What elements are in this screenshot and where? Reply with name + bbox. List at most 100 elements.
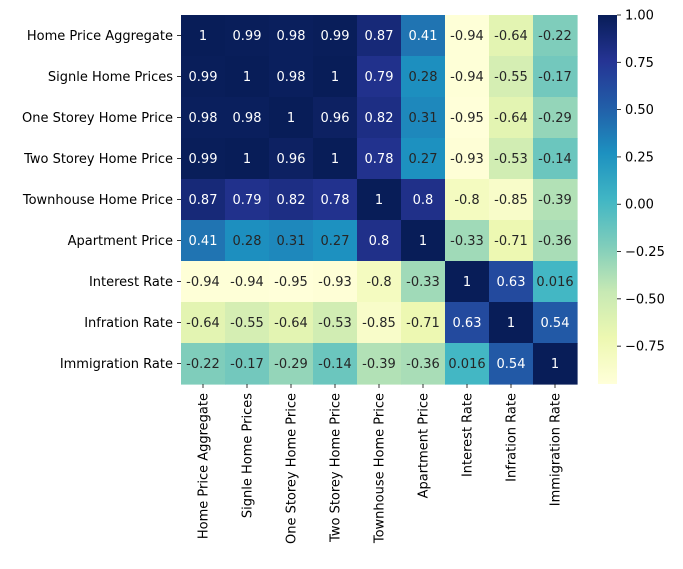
heatmap-cell [181,97,226,139]
cell-annotation: 0.54 [541,316,570,331]
heatmap-cell [181,220,226,262]
heatmap-cell [225,97,270,139]
cell-annotation: 0.98 [233,111,262,126]
heatmap-cell [357,261,402,303]
heatmap-cell [269,138,314,180]
heatmap-cell [181,15,226,57]
cell-annotation: 1 [419,234,427,249]
heatmap-cell [269,261,314,303]
colorbar-tick-label: −0.50 [625,292,665,307]
cell-annotation: -0.29 [538,111,572,126]
heatmap-cell [269,302,314,344]
heatmap-cell [489,343,534,385]
cell-annotation: 0.27 [409,152,438,167]
heatmap-cell [225,220,270,262]
cell-annotation: 0.63 [497,275,526,290]
heatmap-cell [489,220,534,262]
cell-annotation: 0.82 [365,111,394,126]
heatmap-cell [225,138,270,180]
cell-annotation: -0.39 [362,357,396,372]
heatmap-cell [401,15,446,57]
heatmap-cell [269,56,314,98]
cell-annotation: -0.71 [406,316,440,331]
row-tick-label: One Storey Home Price [22,111,173,126]
heatmap-cell [445,56,490,98]
cell-annotation: 1 [331,70,339,85]
heatmap-cell [269,220,314,262]
cell-annotation: -0.64 [494,111,528,126]
row-tick-labels: Home Price Aggregate Signle Home Prices On… [22,29,181,372]
heatmap-cell [225,261,270,303]
cell-annotation: 0.63 [453,316,482,331]
heatmap-cell [225,179,270,221]
cell-annotation: 0.016 [536,275,573,290]
column-tick-label: Immigration Rate [549,393,564,506]
heatmap-annotations: 1 0.99 0.98 0.99 0.87 0.41 -0.94 -0.64 -0.22 0.99… [186,29,573,372]
cell-annotation: -0.55 [230,316,264,331]
cell-annotation: -0.64 [494,29,528,44]
heatmap-cell [533,15,578,57]
cell-annotation: 0.8 [369,234,390,249]
heatmap-cell [225,343,270,385]
cell-annotation: -0.95 [450,111,484,126]
colorbar-tick-label: −0.25 [625,245,665,260]
column-tick-label: Interest Rate [461,393,476,477]
colorbar: 1.00 0.75 0.50 0.25 0.00 −0.25 −0.50 −0.75 [598,9,665,384]
row-tick-label: Home Price Aggregate [27,29,173,44]
heatmap-cell [313,302,358,344]
heatmap-cell [357,97,402,139]
cell-annotation: 0.99 [233,29,262,44]
cell-annotation: 0.31 [409,111,438,126]
cell-annotation: -0.8 [454,193,479,208]
cell-annotation: -0.93 [450,152,484,167]
heatmap-cell [401,179,446,221]
colorbar-tick-label: 0.00 [625,198,654,213]
cell-annotation: -0.17 [538,70,572,85]
cell-annotation: 0.28 [409,70,438,85]
row-tick-label: Infration Rate [84,316,173,331]
cell-annotation: 0.78 [365,152,394,167]
heatmap-cell [269,179,314,221]
cell-annotation: 1 [507,316,515,331]
cell-annotation: -0.8 [366,275,391,290]
cell-annotation: 0.96 [321,111,350,126]
heatmap-cell [445,302,490,344]
heatmap-cell [445,179,490,221]
cell-annotation: 0.8 [413,193,434,208]
row-tick-label: Two Storey Home Price [23,152,173,167]
cell-annotation: 0.31 [277,234,306,249]
cell-annotation: -0.55 [494,70,528,85]
row-tick-label: Apartment Price [68,234,173,249]
colorbar-tick-label: −0.75 [625,340,665,355]
cell-annotation: -0.36 [538,234,572,249]
heatmap-cell [313,138,358,180]
cell-annotation: 1 [243,152,251,167]
cell-annotation: 1 [243,70,251,85]
heatmap-cell [269,15,314,57]
cell-annotation: -0.22 [186,357,220,372]
cell-annotation: 1 [199,29,207,44]
colorbar-tick-label: 1.00 [625,9,654,24]
cell-annotation: -0.94 [450,29,484,44]
cell-annotation: -0.85 [362,316,396,331]
heatmap-cell [401,138,446,180]
heatmap-cell [489,97,534,139]
heatmap-cell [357,15,402,57]
heatmap-cell [225,56,270,98]
row-tick-label: Signle Home Prices [48,70,173,85]
cell-annotation: 0.41 [409,29,438,44]
cell-annotation: -0.39 [538,193,572,208]
heatmap-cell [313,15,358,57]
cell-annotation: -0.64 [274,316,308,331]
heatmap-cell [401,343,446,385]
heatmap-cell [357,56,402,98]
column-tick-labels: Home Price Aggregate Signle Home Prices On… [197,384,564,544]
cell-annotation: 0.96 [277,152,306,167]
cell-annotation: 1 [287,111,295,126]
heatmap-cell [181,56,226,98]
cell-annotation: 0.79 [233,193,262,208]
heatmap-cell [445,97,490,139]
heatmap-cell [533,56,578,98]
